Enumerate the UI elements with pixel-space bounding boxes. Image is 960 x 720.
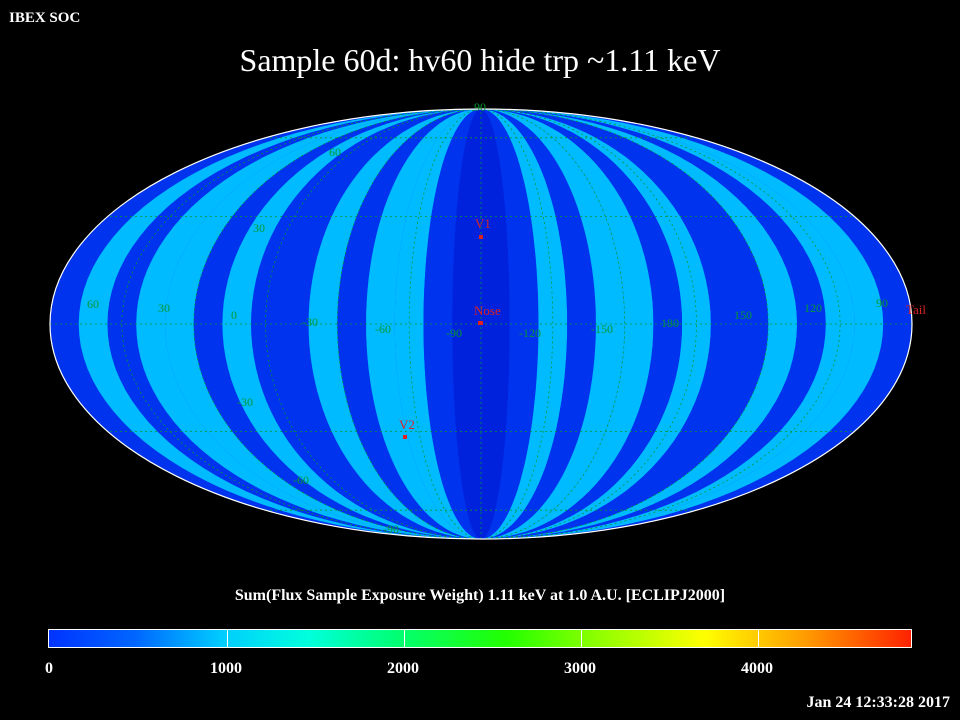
lat-label: -30 xyxy=(237,395,253,409)
lon-label: 90 xyxy=(876,296,888,310)
lat-label: 90 xyxy=(474,100,486,114)
map-title: Sample 60d: hv60 hide trp ~1.11 keV xyxy=(239,42,721,78)
lon-label: -30 xyxy=(302,315,318,329)
nose-marker[interactable] xyxy=(478,321,483,325)
colorbar-divider xyxy=(227,630,228,647)
corner-label: IBEX SOC xyxy=(9,10,81,26)
sky-map[interactable]: 60 30 0 -30 -60 -90 -120 -150 180 150 12… xyxy=(0,0,960,580)
flux-band xyxy=(366,109,481,539)
lon-label: 150 xyxy=(734,308,752,322)
lon-label: -150 xyxy=(591,322,613,336)
lat-label: 30 xyxy=(253,221,265,235)
colorbar-divider xyxy=(581,630,582,647)
v2-label: V2 xyxy=(399,417,415,432)
meridian-line xyxy=(480,109,769,539)
flux-band xyxy=(337,109,481,539)
lon-label: -90 xyxy=(446,326,462,340)
colorbar-tick: 3000 xyxy=(564,660,596,677)
lon-label: 30 xyxy=(158,301,170,315)
lon-label: -120 xyxy=(519,326,541,340)
tail-label: Tail xyxy=(906,302,926,317)
lat-label: 60 xyxy=(329,145,341,159)
colorbar-tick: 2000 xyxy=(387,660,419,677)
lon-label: 120 xyxy=(804,301,822,315)
flux-band xyxy=(481,109,596,539)
colorbar-caption: Sum(Flux Sample Exposure Weight) 1.11 ke… xyxy=(234,587,726,604)
flux-band xyxy=(481,109,539,539)
map-outline xyxy=(49,108,913,540)
colorbar xyxy=(48,629,912,648)
v1-label: V1 xyxy=(475,216,491,231)
colorbar-tick: 0 xyxy=(45,660,53,677)
flux-band xyxy=(423,109,481,539)
meridian-line xyxy=(193,109,482,539)
lon-label: -60 xyxy=(375,322,391,336)
timestamp: Jan 24 12:33:28 2017 xyxy=(806,694,950,711)
v1-marker[interactable] xyxy=(479,235,483,239)
lat-label: -60 xyxy=(293,473,309,487)
flux-band xyxy=(481,109,625,539)
colorbar-tick: 1000 xyxy=(210,660,242,677)
lon-label: 60 xyxy=(87,297,99,311)
lat-label: -90 xyxy=(383,522,399,536)
colorbar-divider xyxy=(758,630,759,647)
v2-marker[interactable] xyxy=(403,435,407,439)
lon-label: 0 xyxy=(231,308,237,322)
colorbar-divider xyxy=(404,630,405,647)
lon-label: 180 xyxy=(661,316,679,330)
colorbar-tick: 4000 xyxy=(741,660,773,677)
nose-label: Nose xyxy=(474,303,501,318)
